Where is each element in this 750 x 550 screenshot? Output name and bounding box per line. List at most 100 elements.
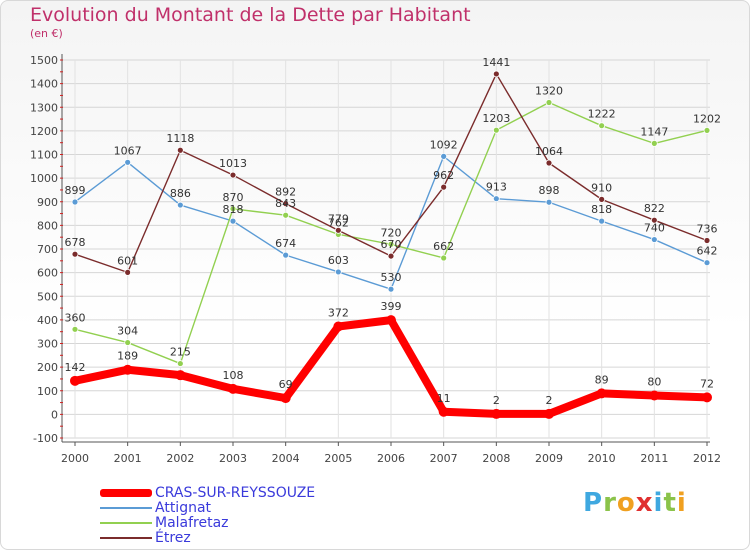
data-point-3	[650, 216, 658, 224]
data-label: 304	[117, 325, 138, 338]
legend-swatch-etrez	[100, 537, 152, 539]
data-label: 674	[275, 237, 296, 250]
data-label: 1064	[535, 145, 563, 158]
y-tick-label: 1200	[30, 125, 58, 138]
data-label: 822	[644, 202, 665, 215]
data-label: 662	[433, 240, 454, 253]
x-tick-label: 2012	[693, 452, 721, 465]
y-tick-label: 500	[37, 290, 58, 303]
data-label: 1202	[693, 112, 721, 125]
data-label: 779	[328, 212, 349, 225]
data-label: 215	[170, 346, 191, 359]
y-tick-label: 900	[37, 196, 58, 209]
x-tick-label: 2009	[535, 452, 563, 465]
data-point-0	[596, 388, 607, 399]
data-label: 142	[65, 361, 86, 374]
data-label: 1441	[482, 56, 510, 69]
data-label: 360	[65, 311, 86, 324]
data-point-2	[124, 339, 132, 346]
data-point-1	[229, 217, 237, 225]
data-point-0	[702, 392, 712, 403]
data-label: 2	[546, 394, 553, 407]
data-point-1	[440, 152, 448, 160]
data-point-2	[71, 325, 79, 333]
data-point-3	[229, 171, 237, 179]
data-point-1	[492, 195, 500, 203]
data-point-0	[122, 364, 133, 375]
data-point-0	[544, 408, 554, 419]
data-point-3	[440, 183, 448, 191]
data-label: 762	[328, 216, 349, 229]
legend-label-malafretaz: Malafretaz	[155, 515, 229, 531]
data-point-0	[438, 406, 449, 417]
x-tick-label: 2011	[640, 452, 668, 465]
data-label: 843	[275, 197, 296, 210]
data-label: 80	[647, 375, 661, 388]
data-point-0	[649, 390, 660, 401]
data-point-0	[70, 375, 80, 386]
data-point-1	[176, 201, 184, 209]
data-label: 189	[117, 350, 138, 363]
data-label: 1067	[114, 144, 142, 157]
data-label: 898	[539, 184, 560, 197]
y-tick-label: 1400	[30, 78, 58, 91]
data-label: 1320	[535, 85, 563, 98]
data-label: 910	[591, 181, 612, 194]
data-label: 962	[433, 169, 454, 182]
data-label: 89	[595, 373, 609, 386]
data-label: 530	[381, 271, 402, 284]
data-label: 603	[328, 254, 349, 267]
data-label: 892	[275, 186, 296, 199]
data-point-2	[176, 360, 184, 367]
data-point-2	[545, 99, 553, 106]
x-tick-label: 2007	[430, 452, 458, 465]
data-point-3	[334, 226, 342, 234]
data-label: 1013	[219, 157, 247, 170]
data-point-3	[492, 70, 500, 78]
data-point-3	[387, 252, 395, 260]
data-point-2	[598, 122, 606, 130]
data-point-1	[334, 268, 342, 276]
legend-label-attignat: Attignat	[155, 500, 212, 516]
x-tick-label: 2010	[588, 452, 616, 465]
data-label: 678	[65, 236, 86, 249]
data-point-3	[545, 159, 553, 167]
y-tick-label: 300	[37, 338, 58, 351]
data-point-2	[703, 127, 711, 134]
data-label: 108	[223, 369, 244, 382]
data-point-2	[387, 240, 395, 248]
y-tick-label: 1300	[30, 101, 58, 114]
y-tick-label: -100	[33, 432, 58, 445]
data-label: 1118	[166, 132, 194, 145]
data-label: 818	[223, 203, 244, 216]
data-point-2	[650, 139, 658, 147]
data-label: 870	[223, 191, 244, 204]
chart-subtitle: (en €)	[30, 27, 63, 40]
data-label: 642	[697, 245, 718, 258]
data-point-1	[71, 198, 79, 206]
data-label: 1203	[482, 112, 510, 125]
chart-title: Evolution du Montant de la Dette par Hab…	[30, 4, 471, 26]
data-point-3	[124, 268, 132, 276]
legend-swatch-malafretaz	[100, 522, 152, 524]
x-tick-label: 2004	[272, 452, 300, 465]
data-point-2	[229, 205, 237, 213]
data-label: 720	[381, 226, 402, 239]
data-point-3	[71, 250, 79, 258]
data-label: 740	[644, 222, 665, 235]
x-tick-label: 2000	[61, 452, 89, 465]
data-point-0	[228, 383, 238, 394]
data-label: 2	[493, 394, 500, 407]
data-label: 69	[279, 378, 293, 391]
x-tick-label: 2006	[377, 452, 405, 465]
y-tick-label: 600	[37, 267, 58, 280]
data-label: 818	[591, 203, 612, 216]
data-point-1	[124, 158, 132, 166]
y-tick-label: 0	[51, 408, 58, 421]
data-point-0	[333, 321, 344, 332]
data-point-2	[492, 126, 500, 134]
y-tick-label: 100	[37, 385, 58, 398]
data-label: 736	[697, 222, 718, 235]
y-tick-label: 1000	[30, 172, 58, 185]
